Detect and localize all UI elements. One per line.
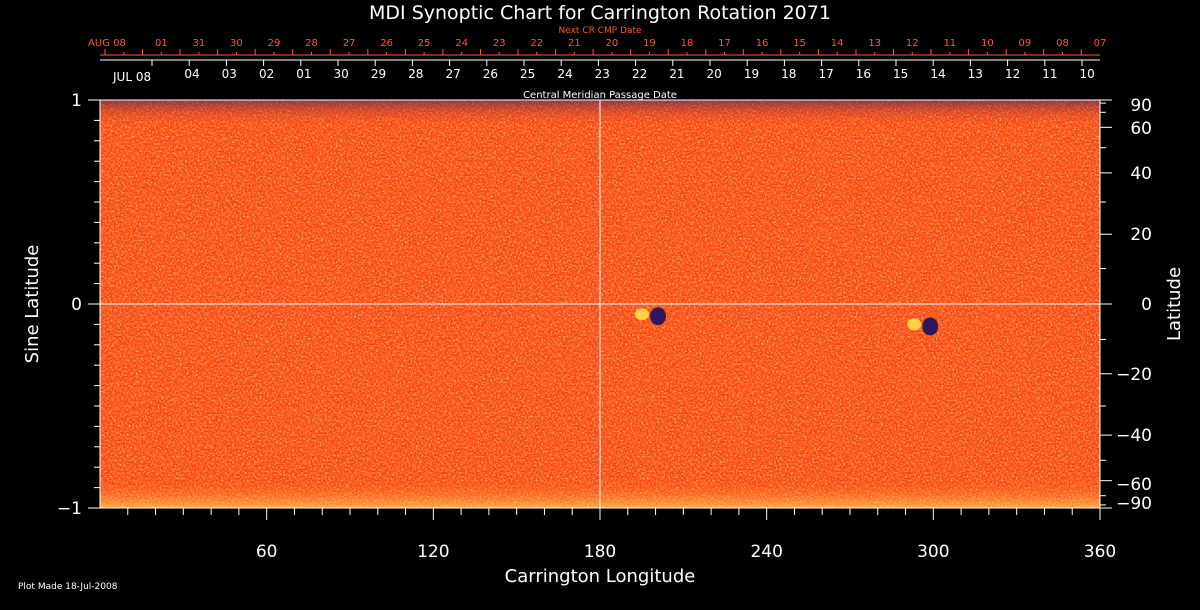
x-tick-label: 240: [750, 542, 782, 562]
next-cr-label: Next CR CMP Date: [558, 26, 642, 36]
positive-polarity-spot: [635, 308, 649, 321]
chart-title: MDI Synoptic Chart for Carrington Rotati…: [369, 2, 831, 24]
next-cr-date-label: 24: [455, 38, 468, 49]
cmp-date-label: 30: [334, 67, 349, 81]
next-cr-date-label: 30: [230, 38, 243, 49]
longitude-axis: 60 120 180 240 300 360: [127, 508, 1116, 562]
cmp-date-label: 24: [557, 67, 572, 81]
next-cr-date-label: 11: [943, 38, 956, 49]
cmp-date-label: 15: [893, 67, 908, 81]
next-cr-date-label: 07: [1094, 38, 1107, 49]
right-tick-label: 60: [1130, 119, 1152, 139]
cmp-date-label: 17: [818, 67, 833, 81]
next-cr-date-label: 15: [793, 38, 806, 49]
x-tick-label: 360: [1084, 542, 1116, 562]
right-tick-label: 40: [1130, 164, 1152, 184]
right-tick-label: 20: [1130, 225, 1152, 245]
cmp-date-label: 16: [856, 67, 871, 81]
negative-polarity-spot: [922, 317, 939, 336]
next-cr-date-label: 09: [1019, 38, 1032, 49]
cmp-date-label: 14: [930, 67, 945, 81]
x-tick-label: 180: [584, 542, 616, 562]
cmp-date-label: JUL 08: [112, 70, 151, 84]
active-regions: [635, 307, 939, 336]
next-cr-date-label: 28: [305, 38, 318, 49]
cmp-date-label: 04: [184, 67, 199, 81]
cmp-date-label: 25: [520, 67, 535, 81]
next-cr-date-label: 25: [418, 38, 431, 49]
next-cr-date-label: 13: [868, 38, 881, 49]
next-cr-date-label: 10: [981, 38, 994, 49]
x-tick-label: 60: [256, 542, 278, 562]
next-cr-date-label: 17: [718, 38, 731, 49]
next-cr-date-label: 29: [268, 38, 281, 49]
next-cr-date-label: 01: [155, 38, 168, 49]
next-cr-date-label: 16: [756, 38, 769, 49]
right-tick-label: −40: [1116, 426, 1152, 446]
plot-made-note: Plot Made 18-Jul-2008: [18, 582, 118, 592]
cmp-date-label: 12: [1005, 67, 1020, 81]
next-cr-date-label: 23: [493, 38, 506, 49]
left-tick-label: 0: [71, 295, 82, 315]
left-axis-label: Sine Latitude: [22, 245, 43, 364]
next-cr-date-label: 19: [643, 38, 656, 49]
cmp-date-label: 13: [968, 67, 983, 81]
next-cr-date-label: 12: [906, 38, 919, 49]
next-cr-date-label: 21: [568, 38, 581, 49]
next-cr-date-label: 22: [530, 38, 543, 49]
cmp-label: Central Meridian Passage Date: [523, 90, 677, 101]
right-tick-label: 0: [1141, 295, 1152, 315]
right-tick-label: −60: [1116, 475, 1152, 495]
cmp-date-label: 20: [707, 67, 722, 81]
cmp-date-label: 18: [781, 67, 796, 81]
next-cr-date-label: 20: [606, 38, 619, 49]
cmp-date-label: 22: [632, 67, 647, 81]
left-tick-label: −1: [57, 499, 82, 519]
cmp-date-label: 11: [1042, 67, 1057, 81]
left-tick-label: 1: [71, 91, 82, 111]
right-tick-label: −20: [1116, 365, 1152, 385]
cmp-date-label: 21: [669, 67, 684, 81]
cmp-date-label: 10: [1080, 67, 1095, 81]
next-cr-date-label: 18: [681, 38, 694, 49]
next-cr-date-label: 26: [380, 38, 393, 49]
x-axis-label: Carrington Longitude: [505, 566, 696, 587]
cmp-date-label: 26: [483, 67, 498, 81]
x-tick-label: 120: [417, 542, 449, 562]
cmp-date-axis: JUL 08 04 03 02 01 30 29 28 27 26 25 24 23 22 21 20 19 18…: [100, 59, 1100, 84]
right-tick-label: −90: [1116, 494, 1152, 514]
negative-polarity-spot: [650, 307, 666, 326]
x-tick-label: 300: [917, 542, 949, 562]
next-cr-date-label: AUG 08: [88, 38, 126, 49]
cmp-date-label: 19: [744, 67, 759, 81]
cmp-date-label: 02: [259, 67, 274, 81]
cmp-date-label: 27: [445, 67, 460, 81]
cmp-date-label: 01: [296, 67, 311, 81]
sine-latitude-axis: 1 0 −1: [57, 91, 100, 519]
latitude-axis: 90 60 40 20 0 −20 −40 −60−90: [1100, 96, 1152, 514]
next-cr-date-label: 14: [831, 38, 844, 49]
right-tick-label: 90: [1130, 96, 1152, 116]
reference-lines: [100, 100, 1100, 508]
next-cr-date-axis: AUG 08 01 31 30 29 28 27 26 25 24 23 22 21 20 19 18 17 16…: [88, 38, 1107, 56]
cmp-date-label: 29: [371, 67, 386, 81]
next-cr-date-label: 08: [1056, 38, 1069, 49]
right-axis-label: Latitude: [1164, 267, 1185, 341]
next-cr-date-label: 27: [343, 38, 356, 49]
cmp-date-label: 23: [595, 67, 610, 81]
cmp-date-label: 03: [222, 67, 237, 81]
next-cr-date-label: 31: [193, 38, 206, 49]
positive-polarity-spot: [907, 318, 922, 331]
cmp-date-label: 28: [408, 67, 423, 81]
